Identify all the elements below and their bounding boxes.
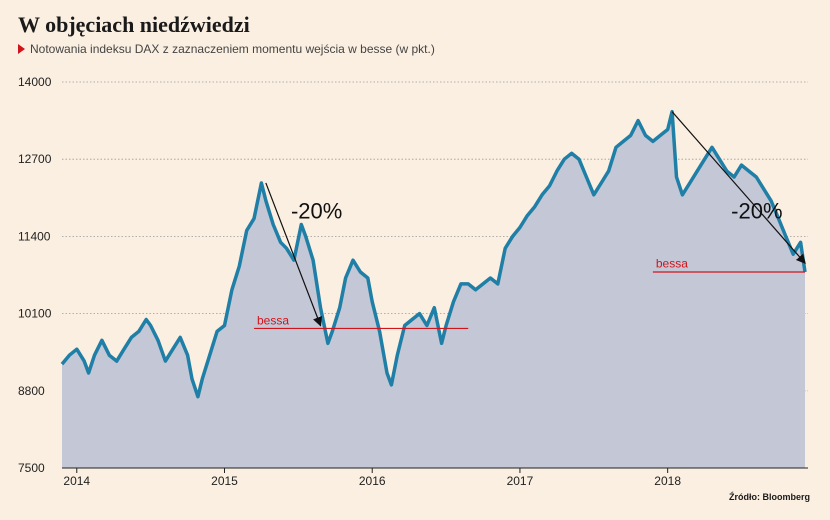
y-tick-label: 10100 (18, 307, 52, 321)
x-axis: 2014 2015 2016 2017 2018 (62, 467, 808, 488)
dax-line (60, 109, 807, 399)
y-tick-label: 11400 (18, 229, 51, 243)
drawdown-label: -20% (291, 199, 342, 224)
x-tick-label: 2017 (507, 474, 534, 488)
x-tick-label: 2018 (654, 474, 681, 488)
bessa-label: bessa (656, 256, 688, 270)
y-tick-label: 8800 (18, 384, 45, 398)
x-tick-label: 2015 (211, 474, 238, 488)
y-axis: 7500 8800 10100 11400 12700 14000 (18, 75, 52, 475)
source-note: Źródło: Bloomberg (729, 492, 810, 502)
chart-subtitle: Notowania indeksu DAX z zaznaczeniem mom… (30, 42, 435, 56)
drawdown-arrow (671, 111, 806, 265)
annotations: -20% -20% bessa bessa (254, 111, 806, 330)
y-tick-label: 7500 (18, 461, 45, 475)
drawdown-arrow (265, 182, 322, 327)
chart-title: W objęciach niedźwiedzi (18, 12, 250, 37)
triangle-marker-icon (18, 44, 25, 54)
y-tick-label: 14000 (18, 75, 52, 89)
dax-area (62, 111, 805, 468)
bessa-label: bessa (257, 313, 289, 327)
y-tick-label: 12700 (18, 152, 52, 166)
subtitle-row: Notowania indeksu DAX z zaznaczeniem mom… (18, 42, 435, 56)
x-tick-label: 2014 (63, 474, 90, 488)
drawdown-label: -20% (731, 199, 782, 224)
x-tick-label: 2016 (359, 474, 386, 488)
